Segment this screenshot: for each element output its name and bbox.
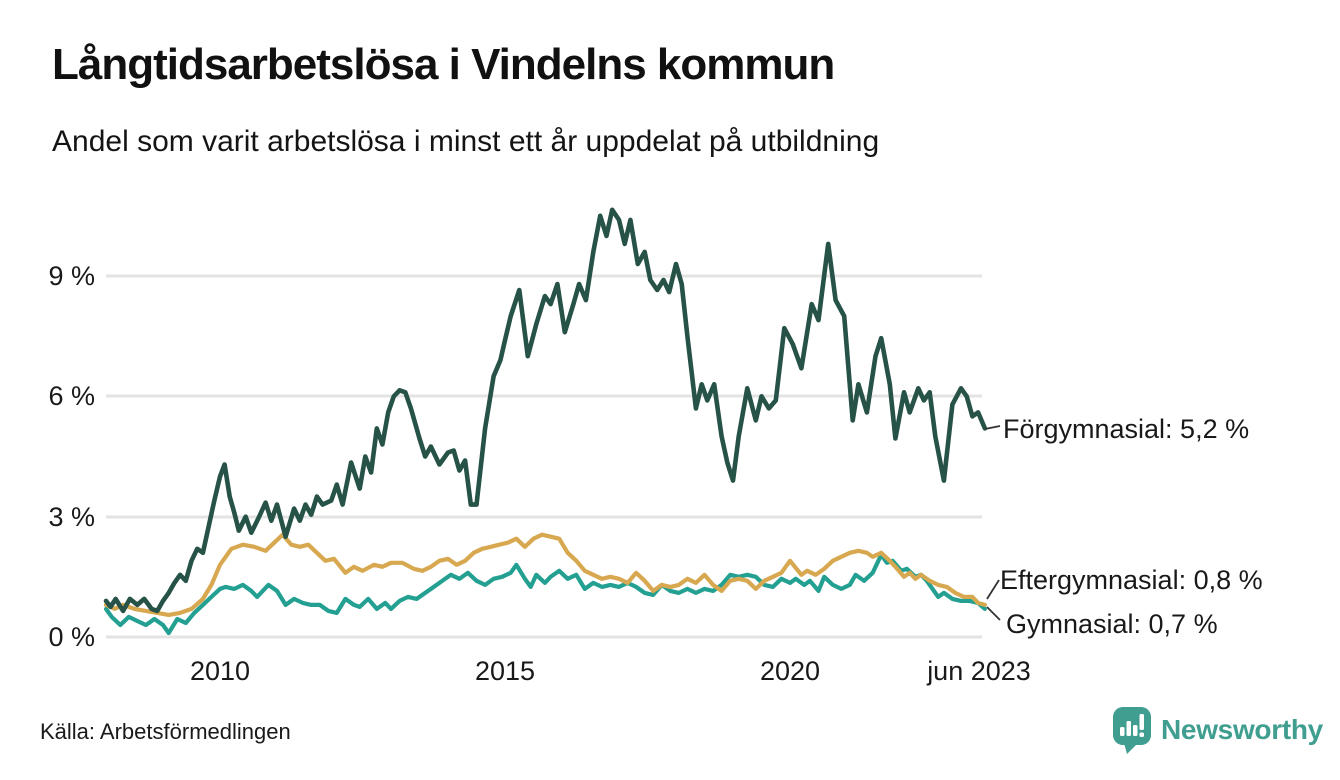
y-tick-3: 3 %	[48, 502, 95, 532]
brand-name: Newsworthy	[1161, 714, 1323, 745]
connector-gymnasial	[986, 606, 1001, 621]
label-connectors	[984, 425, 1001, 621]
page-title: Långtidsarbetslösa i Vindelns kommun	[52, 40, 835, 89]
gridlines	[106, 274, 982, 639]
y-tick-9: 9 %	[48, 261, 95, 291]
source-note: Källa: Arbetsförmedlingen	[40, 719, 291, 744]
series-line-gymnasial	[103, 552, 988, 636]
y-tick-6: 6 %	[48, 381, 95, 411]
x-tick-2020: 2020	[759, 656, 821, 686]
series-label-forgymnasial: Förgymnasial: 5,2 %	[1003, 414, 1250, 444]
newsworthy-chart-bubble-icon	[1113, 707, 1151, 754]
y-tick-0: 0 %	[48, 622, 95, 652]
connector-forgymnasial	[984, 425, 1001, 430]
connector-eftergymnasial	[986, 579, 1000, 600]
series-line-forgymnasial	[103, 207, 988, 614]
series-line-eftergymnasial	[103, 532, 988, 618]
series-lines	[103, 207, 988, 636]
x-tick-2015: 2015	[474, 656, 536, 686]
x-tick-2010: 2010	[189, 656, 251, 686]
x-tick-jun-2023: jun 2023	[927, 656, 1031, 686]
series-label-gymnasial: Gymnasial: 0,7 %	[1006, 609, 1218, 639]
series-label-eftergymnasial: Eftergymnasial: 0,8 %	[1000, 565, 1263, 595]
page-subtitle: Andel som varit arbetslösa i minst ett å…	[52, 125, 880, 158]
brand-logo: Newsworthy	[1111, 705, 1323, 755]
